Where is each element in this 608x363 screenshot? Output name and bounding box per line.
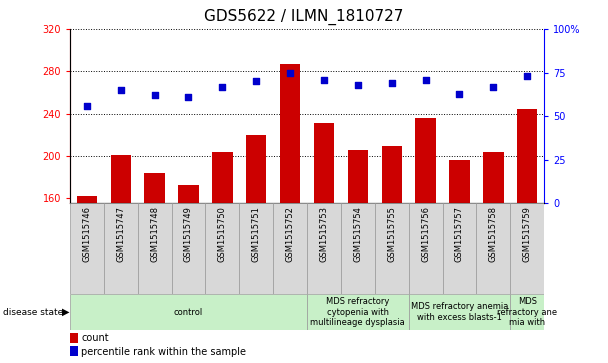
Text: GSM1515749: GSM1515749 — [184, 206, 193, 262]
Text: GSM1515758: GSM1515758 — [489, 206, 498, 262]
Text: GSM1515746: GSM1515746 — [82, 206, 91, 262]
Text: GSM1515759: GSM1515759 — [523, 206, 532, 262]
Bar — [449, 160, 469, 363]
Bar — [341, 203, 375, 294]
Point — [184, 94, 193, 100]
Point — [455, 91, 465, 97]
Bar — [273, 203, 307, 294]
Bar — [375, 203, 409, 294]
Text: GSM1515751: GSM1515751 — [252, 206, 261, 262]
Text: GSM1515747: GSM1515747 — [116, 206, 125, 262]
Text: GSM1515750: GSM1515750 — [218, 206, 227, 262]
Point — [488, 83, 498, 89]
Bar — [510, 294, 544, 330]
Point — [522, 73, 532, 79]
Text: GSM1515753: GSM1515753 — [319, 206, 328, 262]
Bar — [70, 294, 307, 330]
Bar — [111, 155, 131, 363]
Bar — [104, 203, 137, 294]
Text: GSM1515748: GSM1515748 — [150, 206, 159, 262]
Text: count: count — [81, 334, 109, 343]
Text: ▶: ▶ — [62, 307, 69, 317]
Bar — [145, 173, 165, 363]
Bar — [171, 203, 206, 294]
Point — [150, 92, 159, 98]
Point — [116, 87, 126, 93]
Text: MDS refractory
cytopenia with
multilineage dysplasia: MDS refractory cytopenia with multilinea… — [311, 297, 405, 327]
Bar — [246, 135, 266, 363]
Bar — [314, 123, 334, 363]
Point — [218, 83, 227, 89]
Bar — [415, 118, 436, 363]
Text: GSM1515756: GSM1515756 — [421, 206, 430, 262]
Bar — [409, 203, 443, 294]
Bar — [307, 203, 341, 294]
Bar — [240, 203, 273, 294]
Text: GSM1515755: GSM1515755 — [387, 206, 396, 262]
Text: percentile rank within the sample: percentile rank within the sample — [81, 347, 246, 356]
Bar — [178, 185, 199, 363]
Point — [421, 77, 430, 82]
Bar — [443, 203, 477, 294]
Text: GSM1515757: GSM1515757 — [455, 206, 464, 262]
Point — [285, 70, 295, 76]
Bar — [70, 203, 104, 294]
Point — [82, 103, 92, 109]
Bar — [477, 203, 510, 294]
Text: MDS refractory anemia
with excess blasts-1: MDS refractory anemia with excess blasts… — [411, 302, 508, 322]
Bar — [382, 146, 402, 363]
Bar — [212, 151, 232, 363]
Bar — [137, 203, 171, 294]
Bar — [280, 64, 300, 363]
Bar — [510, 203, 544, 294]
Text: disease state: disease state — [3, 308, 63, 317]
Point — [251, 78, 261, 84]
Text: control: control — [174, 308, 203, 317]
Text: MDS
refractory ane
mia with: MDS refractory ane mia with — [497, 297, 558, 327]
Bar — [348, 151, 368, 363]
Bar — [206, 203, 240, 294]
Bar — [77, 196, 97, 363]
Bar — [70, 333, 78, 343]
Text: GSM1515754: GSM1515754 — [353, 206, 362, 262]
Text: GSM1515752: GSM1515752 — [286, 206, 295, 262]
Bar — [307, 294, 409, 330]
Bar — [483, 151, 503, 363]
Bar — [517, 109, 537, 363]
Point — [353, 82, 363, 88]
Bar — [409, 294, 510, 330]
Point — [387, 80, 396, 86]
Text: GDS5622 / ILMN_1810727: GDS5622 / ILMN_1810727 — [204, 9, 404, 25]
Point — [319, 77, 329, 82]
Bar — [70, 346, 78, 356]
